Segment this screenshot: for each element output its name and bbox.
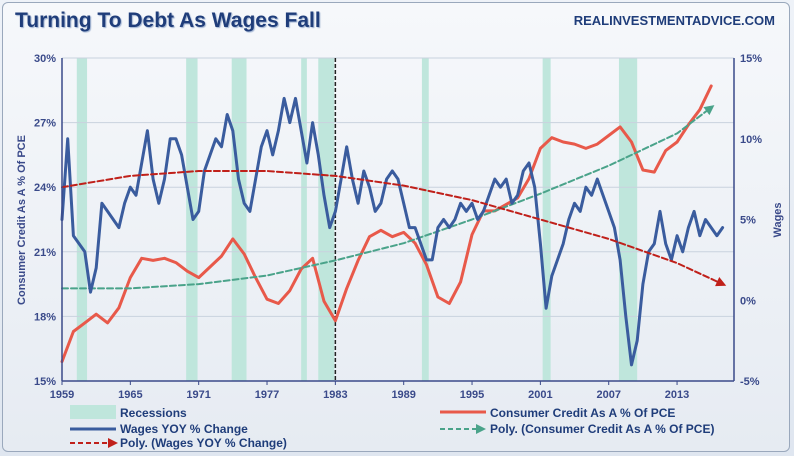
legend: Recessions Wages YOY % Change Poly. (Wag…	[70, 405, 714, 450]
x-tick-label: 1995	[460, 389, 484, 401]
chart-title: Turning To Debt As Wages Fall	[15, 9, 321, 32]
series-line	[60, 84, 713, 364]
x-tick-label: 1965	[118, 389, 142, 401]
legend-poly-wages-label: Poly. (Wages YOY % Change)	[120, 436, 287, 450]
y-axis-left-label: Consumer Credit As A % Of PCE	[16, 135, 28, 305]
y-left-tick-label: 21%	[34, 247, 56, 259]
x-tick-label: 2007	[596, 389, 620, 401]
recession-band	[231, 58, 247, 381]
legend-poly-credit-label: Poly. (Consumer Credit As A % Of PCE)	[490, 422, 714, 436]
x-tick-label: 1989	[391, 389, 415, 401]
y-right-tick-label: 15%	[740, 53, 762, 65]
recession-band	[542, 58, 551, 381]
y-left-tick-label: 18%	[34, 311, 56, 323]
trend-arrowhead	[703, 105, 715, 116]
x-tick-label: 2001	[528, 389, 552, 401]
y-right-tick-label: -5%	[740, 376, 760, 388]
x-tick-label: 2013	[665, 389, 689, 401]
y-left-tick-label: 27%	[34, 118, 56, 130]
x-tick-label: 1959	[50, 389, 74, 401]
legend-credit-label: Consumer Credit As A % Of PCE	[490, 406, 675, 420]
x-tick-label: 1971	[186, 389, 210, 401]
legend-poly-wages-arrow	[108, 438, 118, 448]
y-right-tick-label: 5%	[740, 215, 756, 227]
x-tick-label: 1983	[323, 389, 347, 401]
series-lines	[60, 58, 727, 381]
axes: 15%18%21%24%27%30%-5%0%5%10%15%1959 1965 1…	[34, 53, 762, 401]
legend-wages-label: Wages YOY % Change	[120, 422, 248, 436]
y-axis-right-label: Wages	[772, 202, 784, 237]
y-right-tick-label: 0%	[740, 295, 756, 307]
y-left-tick-label: 24%	[34, 182, 56, 194]
recession-band	[301, 58, 307, 381]
legend-recessions-label: Recessions	[120, 406, 187, 420]
x-tick-label: 1977	[255, 389, 279, 401]
legend-recessions-swatch	[70, 405, 116, 419]
recession-band	[421, 58, 429, 381]
source-label: REALINVESTMENTADVICE.COM	[573, 13, 775, 28]
series-line	[61, 170, 724, 286]
series-line	[60, 96, 725, 367]
recession-band	[76, 58, 88, 381]
trend-arrowhead	[715, 277, 727, 287]
legend-poly-credit-arrow	[476, 424, 486, 434]
y-left-tick-label: 15%	[34, 376, 56, 388]
series-line	[61, 106, 713, 290]
recession-bands	[76, 58, 638, 381]
y-left-tick-label: 30%	[34, 53, 56, 65]
y-right-tick-label: 10%	[740, 134, 762, 146]
